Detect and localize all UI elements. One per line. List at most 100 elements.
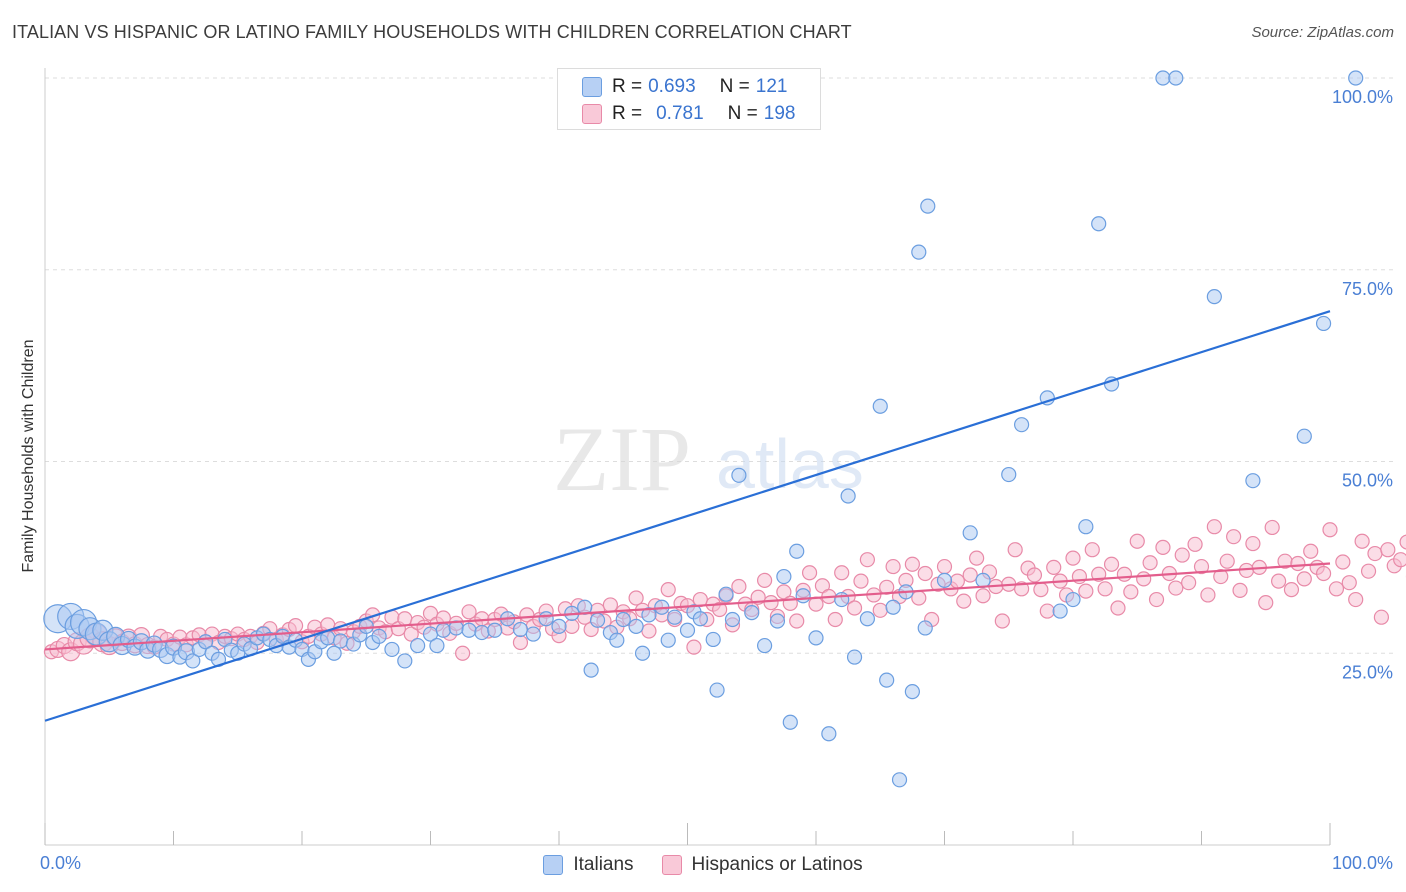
- italian-point: [1296, 428, 1312, 444]
- hispanic-point: [660, 581, 676, 598]
- hispanic-point: [1322, 522, 1338, 538]
- hispanic-point: [1380, 542, 1396, 558]
- hispanic-point: [1200, 587, 1216, 603]
- italian-point: [724, 611, 741, 628]
- hispanic-point: [1270, 573, 1287, 589]
- source-credit: Source: ZipAtlas.com: [1251, 24, 1394, 41]
- italian-point: [885, 599, 901, 615]
- hispanic-point: [1103, 556, 1120, 572]
- italian-point: [429, 637, 445, 654]
- italian-point: [397, 653, 413, 669]
- hispanic-point: [1116, 566, 1133, 582]
- hispanic-point: [1360, 563, 1377, 579]
- italian-point: [1091, 216, 1107, 232]
- hispanic-point: [403, 626, 419, 642]
- hispanic-point: [1264, 519, 1280, 536]
- italian-point: [609, 632, 625, 648]
- hispanic-point: [827, 611, 843, 628]
- italian-point: [872, 398, 888, 414]
- hispanic-point: [1283, 581, 1300, 598]
- italian-point: [834, 591, 850, 608]
- hispanic-point: [949, 573, 965, 589]
- italian-trend-line: [44, 310, 1331, 722]
- hispanic-point: [1354, 533, 1370, 549]
- italian-point: [789, 543, 805, 559]
- hispanic-point: [756, 572, 773, 588]
- italian-point: [384, 641, 400, 658]
- italian-point: [879, 672, 895, 688]
- italian-point: [709, 682, 725, 698]
- italian-point: [551, 618, 567, 635]
- hispanic-point: [904, 556, 920, 572]
- hispanic-point: [1328, 581, 1345, 597]
- italian-point: [731, 467, 747, 483]
- hispanic-point: [461, 604, 477, 620]
- italian-point: [1065, 591, 1081, 608]
- hispanic-point: [872, 602, 888, 618]
- italian-point: [461, 622, 477, 638]
- trend-lines: [44, 310, 1331, 722]
- hispanic-point: [1129, 533, 1145, 549]
- hispanic-point: [1206, 519, 1222, 535]
- hispanic-point: [1303, 543, 1319, 559]
- hispanic-point: [1399, 534, 1406, 550]
- hispanic-point: [975, 588, 991, 604]
- chart-title: ITALIAN VS HISPANIC OR LATINO FAMILY HOU…: [12, 22, 852, 42]
- italian-point: [1168, 70, 1184, 86]
- watermark-zip: ZIP: [553, 408, 691, 510]
- italians-swatch: [582, 77, 602, 97]
- italian-point: [1001, 466, 1017, 483]
- hispanic-point: [1393, 552, 1406, 568]
- hispanic-point: [1110, 600, 1126, 616]
- hispanics-swatch: [582, 104, 602, 124]
- italian-point: [1315, 315, 1332, 332]
- hispanic-point: [911, 590, 927, 606]
- hispanic-point: [1033, 581, 1049, 598]
- y-tick-label: 25.0%: [1342, 662, 1393, 682]
- legend-row-hispanics: R = 0.781 N = 198: [582, 100, 795, 128]
- italian-point: [962, 525, 978, 541]
- hispanic-point: [1367, 545, 1383, 562]
- hispanic-point: [1341, 575, 1357, 591]
- italian-point: [628, 618, 644, 635]
- italian-point: [371, 628, 387, 644]
- italian-point: [583, 662, 599, 678]
- hispanic-point: [1046, 559, 1062, 575]
- italian-point: [840, 488, 856, 504]
- hispanic-point: [1136, 571, 1152, 587]
- legend-r-label: R =: [612, 103, 643, 124]
- italian-point: [660, 632, 676, 648]
- hispanic-point: [969, 550, 985, 566]
- hispanic-point: [712, 601, 728, 618]
- italian-point: [358, 618, 374, 635]
- hispanic-point: [1226, 529, 1242, 545]
- hispanic-point: [731, 578, 747, 595]
- legend-item-italians[interactable]: Italians: [543, 854, 634, 876]
- italian-point: [1155, 70, 1171, 86]
- hispanic-point: [1232, 582, 1248, 598]
- legend-item-hispanics[interactable]: Hispanics or Latinos: [661, 854, 863, 876]
- hispanic-point: [1148, 591, 1165, 608]
- hispanic-point: [602, 597, 619, 613]
- italian-point: [859, 611, 876, 627]
- italian-point: [776, 568, 792, 585]
- hispanic-point: [1007, 542, 1023, 558]
- hispanic-point: [1373, 609, 1390, 625]
- italians-legend-label: Italians: [573, 854, 634, 875]
- italian-point: [634, 645, 651, 661]
- italian-point: [1245, 473, 1261, 489]
- legend-n-label: N =: [727, 103, 758, 124]
- x-tick-label: 0.0%: [40, 853, 81, 873]
- hispanic-point: [1039, 603, 1055, 619]
- hispanic-point: [1335, 554, 1351, 570]
- correlation-legend: R = 0.693 N = 121 R = 0.781 N = 198: [557, 68, 821, 130]
- legend-n-value: 121: [755, 76, 788, 97]
- italian-point: [808, 630, 824, 646]
- italian-point: [474, 624, 490, 641]
- legend-n-value: 198: [763, 103, 796, 124]
- legend-r-label: R =: [612, 76, 643, 97]
- italians-legend-swatch: [543, 855, 564, 875]
- italian-point: [487, 622, 503, 638]
- italian-point: [821, 726, 837, 742]
- hispanic-point: [936, 558, 953, 575]
